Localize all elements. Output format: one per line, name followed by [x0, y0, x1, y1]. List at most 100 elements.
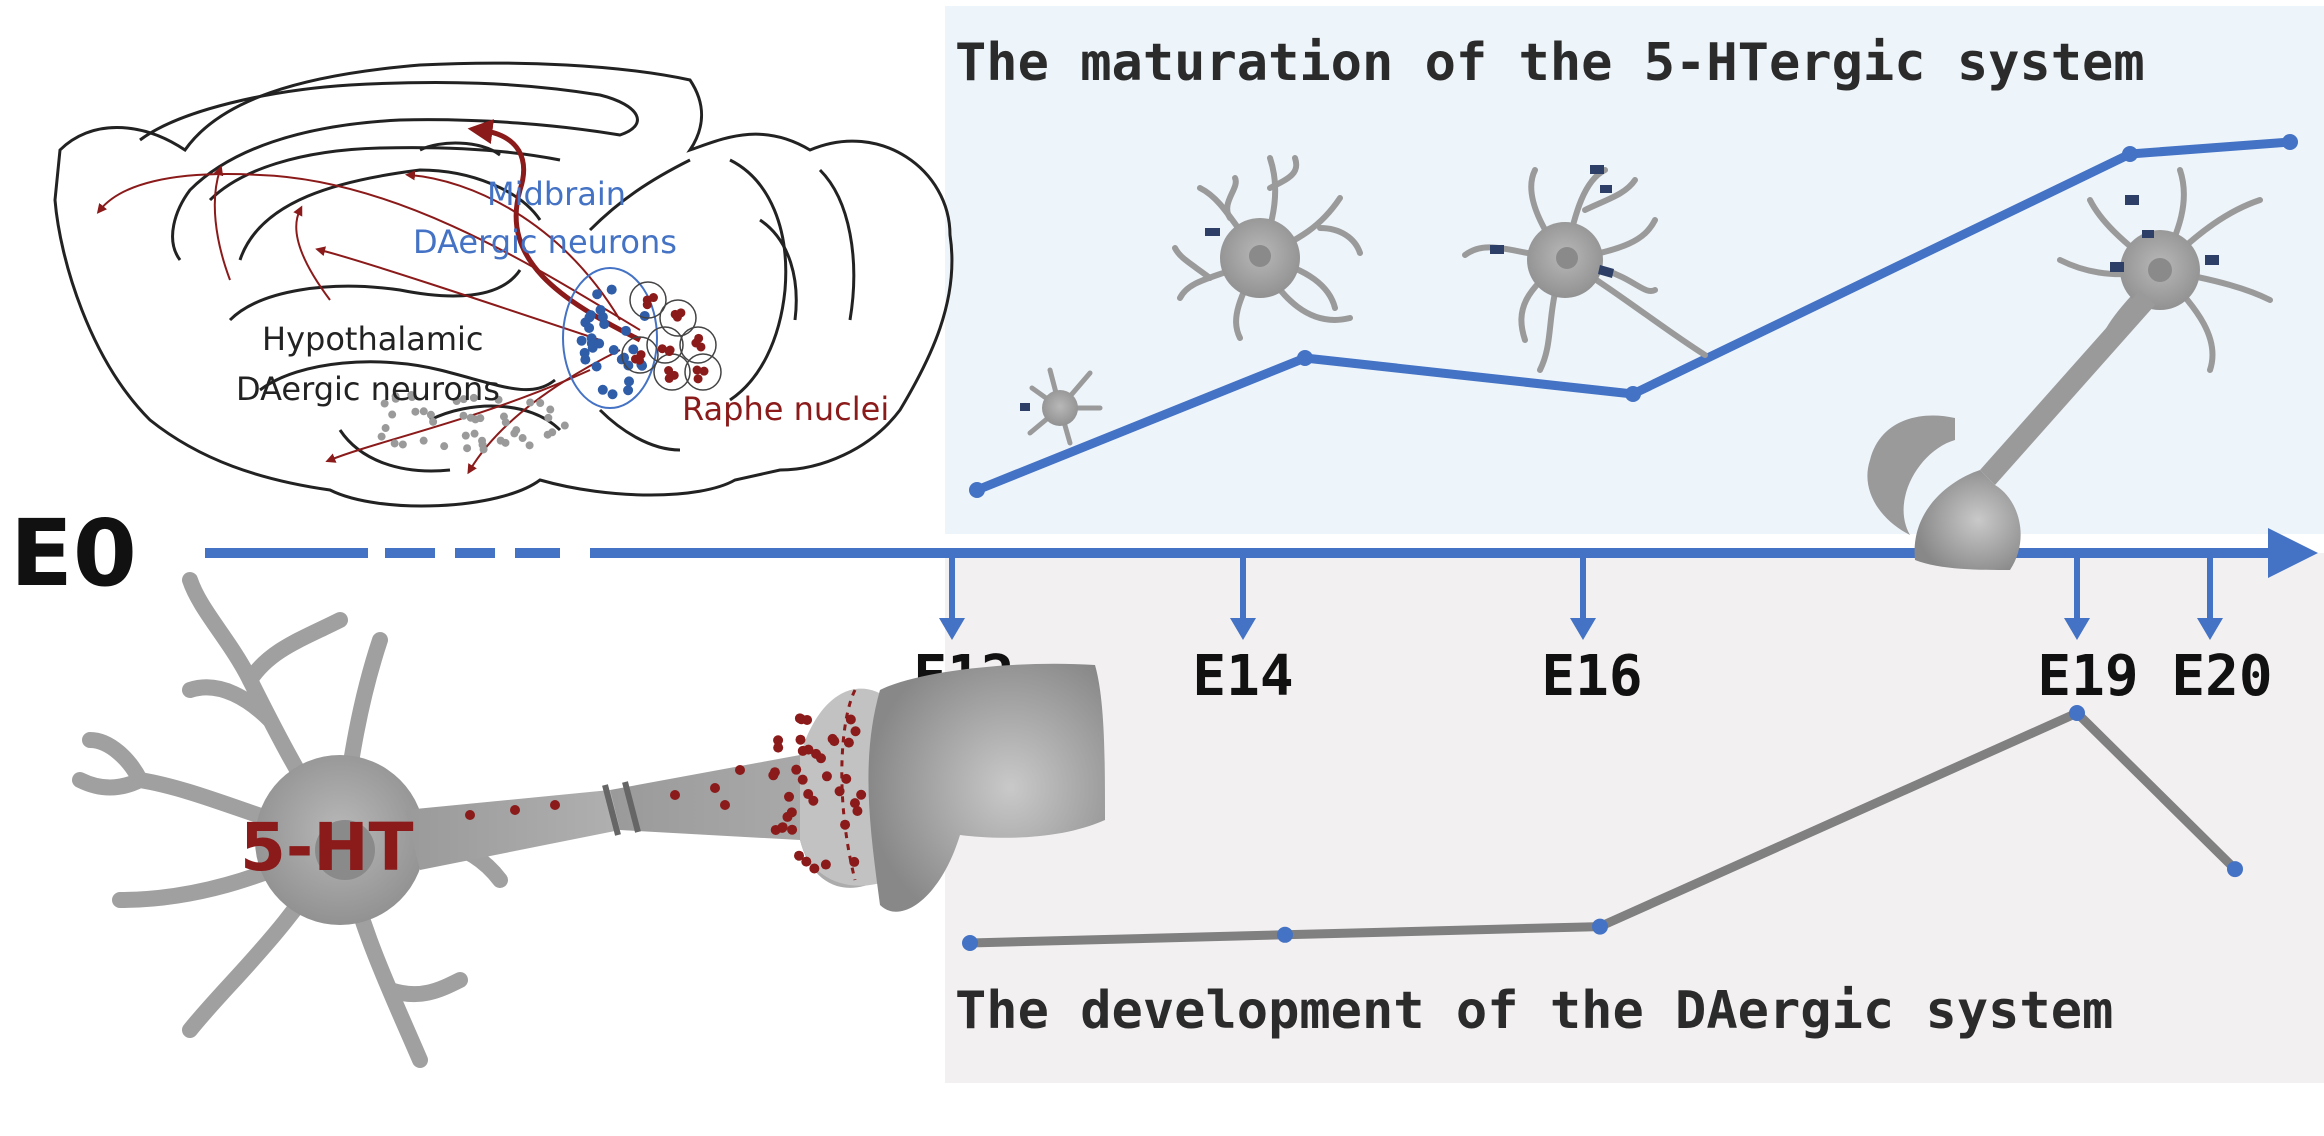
- dopaminergic-point-3: [1592, 918, 1608, 935]
- vesicle: [773, 735, 784, 746]
- neuron-stage-4-icon: [1867, 167, 2273, 570]
- midbrain-label-line2: DAergic neurons: [413, 223, 677, 261]
- hypothalamic-da-dot: [440, 442, 449, 451]
- vesicle: [797, 745, 808, 756]
- hypothalamic-da-dot: [419, 436, 428, 445]
- hypothalamic-da-dot: [544, 413, 553, 422]
- raphe-dot: [692, 365, 702, 375]
- vesicle: [802, 714, 813, 725]
- vesicle: [809, 863, 820, 874]
- raphe-nucleus-circle: [646, 326, 684, 364]
- midbrain-da-dots: [576, 284, 650, 400]
- vesicle: [787, 824, 798, 835]
- raphe-label: Raphe nuclei: [682, 390, 889, 428]
- raphe-dot: [664, 373, 674, 383]
- midbrain-da-dot: [580, 354, 591, 365]
- midbrain-da-dot: [623, 385, 634, 396]
- hypothalamic-da-dot: [381, 424, 390, 433]
- vesicle: [735, 765, 745, 775]
- hypothalamic-da-dot: [543, 430, 552, 439]
- serotonergic-point-1: [969, 482, 985, 498]
- serotonin-vesicles: [465, 713, 867, 874]
- serotonergic-point-2: [1297, 350, 1313, 366]
- stage-label-e14: E14: [1192, 644, 1293, 709]
- hypothalamic-da-dot: [459, 411, 468, 420]
- hypothalamic-da-dot: [494, 395, 503, 404]
- stage-arrowhead-e20: [2197, 618, 2223, 640]
- midbrain-da-dot: [623, 360, 634, 371]
- vesicle: [720, 800, 730, 810]
- raphe-dot: [691, 338, 701, 348]
- midbrain-da-dot: [592, 289, 603, 300]
- vesicle: [829, 736, 840, 747]
- bottom-panel: [945, 553, 2324, 1083]
- vesicle: [820, 859, 831, 870]
- vesicle: [510, 805, 520, 815]
- vesicle: [843, 737, 854, 748]
- vesicle: [777, 822, 788, 833]
- vesicle: [849, 856, 860, 867]
- raphe-nucleus-circle: [679, 326, 717, 364]
- hypothalamic-da-dot: [419, 407, 428, 416]
- hypothalamic-da-dot: [429, 417, 438, 426]
- vesicle: [550, 800, 560, 810]
- vesicle: [808, 795, 819, 806]
- serotonergic-point-4: [2122, 146, 2138, 162]
- vesicle: [670, 790, 680, 800]
- dopaminergic-point-4: [2069, 705, 2085, 721]
- serotonergic-maturation-points: [969, 134, 2298, 498]
- hypothalamic-da-dot: [469, 393, 478, 402]
- hypothalamic-da-dot: [479, 445, 488, 454]
- dopaminergic-point-1: [962, 935, 978, 951]
- vesicle: [773, 742, 784, 753]
- serotonin-label: 5-HT: [240, 809, 414, 886]
- stage-arrowhead-e16: [1570, 618, 1596, 640]
- raphe-dot: [693, 374, 703, 384]
- stage-label-e16: E16: [1541, 644, 1642, 709]
- midbrain-da-dot: [584, 322, 595, 333]
- hypothalamic-da-dot: [496, 436, 505, 445]
- hypothalamic-da-dot: [407, 391, 416, 400]
- neuron-stage-1-icon: [1020, 367, 1103, 446]
- vesicle: [768, 770, 779, 781]
- hypothalamic-da-dot: [463, 444, 472, 453]
- vesicle: [801, 856, 812, 867]
- serotonergic-point-5: [2282, 134, 2298, 150]
- serotonergic-point-3: [1625, 386, 1641, 402]
- hypothalamic-label-line1: Hypothalamic: [262, 320, 483, 358]
- hypothalamic-da-dot: [426, 410, 435, 419]
- hypothalamic-da-dot: [471, 415, 480, 424]
- vesicle: [791, 764, 802, 775]
- hypothalamic-da-dot: [398, 440, 407, 449]
- raphe-dot: [642, 300, 652, 310]
- hypothalamic-da-dot: [536, 399, 545, 408]
- midbrain-da-dot: [624, 376, 635, 387]
- timeline-start-label: E0: [10, 500, 137, 607]
- vesicle: [784, 791, 795, 802]
- raphe-dot: [665, 345, 675, 355]
- vesicle: [850, 726, 861, 737]
- hypothalamic-da-dots: [377, 391, 569, 454]
- vesicle: [856, 789, 867, 800]
- hypothalamic-da-dot: [546, 405, 555, 414]
- hypothalamic-label-line2: DAergic neurons: [236, 370, 500, 408]
- vesicle: [786, 807, 797, 818]
- raphe-nucleus-circle: [659, 299, 697, 337]
- raphe-nucleus-circle: [621, 336, 659, 374]
- hypothalamic-da-dot: [499, 412, 508, 421]
- serotonin-neuron-illustration: [72, 572, 1105, 1068]
- vesicle: [849, 798, 860, 809]
- dopaminergic-development-points: [962, 705, 2243, 951]
- top-panel-title: The maturation of the 5-HTergic system: [955, 33, 2145, 93]
- midbrain-da-dot: [591, 361, 602, 372]
- midbrain-da-dot: [597, 384, 608, 395]
- hypothalamic-da-dot: [411, 407, 420, 416]
- neuron-stage-2-icon: [1172, 155, 1363, 341]
- raphe-dot: [676, 308, 686, 318]
- hypothalamic-da-dot: [380, 399, 389, 408]
- hypothalamic-da-dot: [390, 439, 399, 448]
- vesicle: [845, 714, 856, 725]
- raphe-nucleus-circle: [684, 353, 722, 391]
- hypothalamic-da-dot: [388, 410, 397, 419]
